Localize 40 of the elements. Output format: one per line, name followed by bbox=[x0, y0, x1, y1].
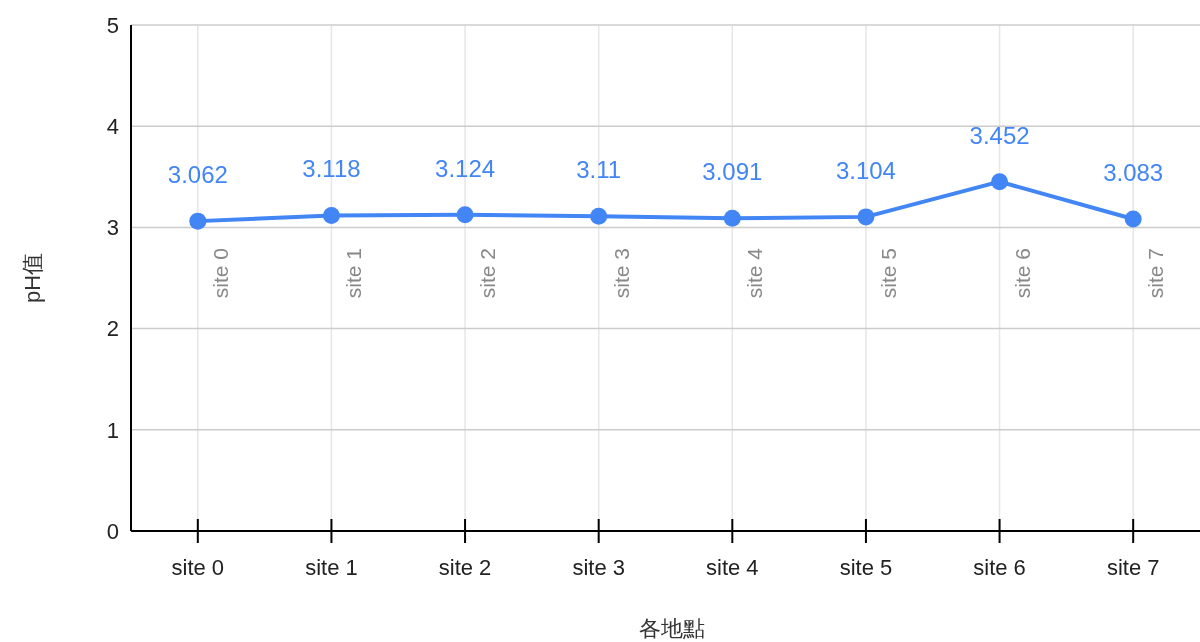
point bbox=[189, 212, 207, 230]
text: site 0 bbox=[171, 555, 225, 580]
y-tick-label: 4 bbox=[106, 113, 119, 139]
point bbox=[456, 206, 474, 224]
data-label: 3.11 bbox=[576, 156, 622, 184]
point bbox=[723, 209, 741, 227]
y-tick-label: 5 bbox=[106, 12, 119, 38]
y-tick-label: 3 bbox=[106, 215, 119, 241]
x-tick-label: site 0 bbox=[208, 248, 232, 299]
y-tick-label: 2 bbox=[106, 316, 119, 342]
text: site 3 bbox=[572, 555, 625, 580]
y-tick-label: 0 bbox=[106, 518, 119, 544]
x-tick-label: site 2 bbox=[476, 248, 500, 299]
point bbox=[590, 207, 608, 225]
point bbox=[857, 208, 875, 226]
point bbox=[1124, 210, 1142, 228]
x-tick-label: site 4 bbox=[743, 247, 767, 299]
x-tick-label: site 1 bbox=[342, 248, 366, 299]
x-tick-label: site 6 bbox=[1010, 248, 1034, 299]
y-axis-title: pH值 bbox=[20, 252, 45, 304]
x-tick-label: site 3 bbox=[609, 248, 633, 299]
x-tick-label: site 5 bbox=[876, 248, 900, 299]
point bbox=[991, 173, 1009, 191]
text: site 2 bbox=[438, 555, 492, 580]
data-label: 3.118 bbox=[302, 155, 361, 183]
data-label: 3.452 bbox=[969, 121, 1030, 149]
data-label: 3.062 bbox=[167, 161, 228, 189]
x-axis-title: 各地點 bbox=[638, 616, 705, 641]
text: site 6 bbox=[973, 555, 1026, 580]
y-tick-label: 1 bbox=[106, 417, 119, 443]
point bbox=[322, 206, 340, 224]
text: site 1 bbox=[305, 555, 358, 580]
data-label: 3.124 bbox=[435, 154, 496, 182]
text: site 4 bbox=[706, 555, 759, 580]
data-label: 3.091 bbox=[702, 158, 763, 186]
text: site 7 bbox=[1106, 555, 1160, 580]
data-label: 3.104 bbox=[835, 156, 896, 184]
text: site 5 bbox=[839, 555, 893, 580]
data-label: 3.083 bbox=[1103, 159, 1164, 186]
x-tick-label: site 7 bbox=[1144, 248, 1168, 299]
